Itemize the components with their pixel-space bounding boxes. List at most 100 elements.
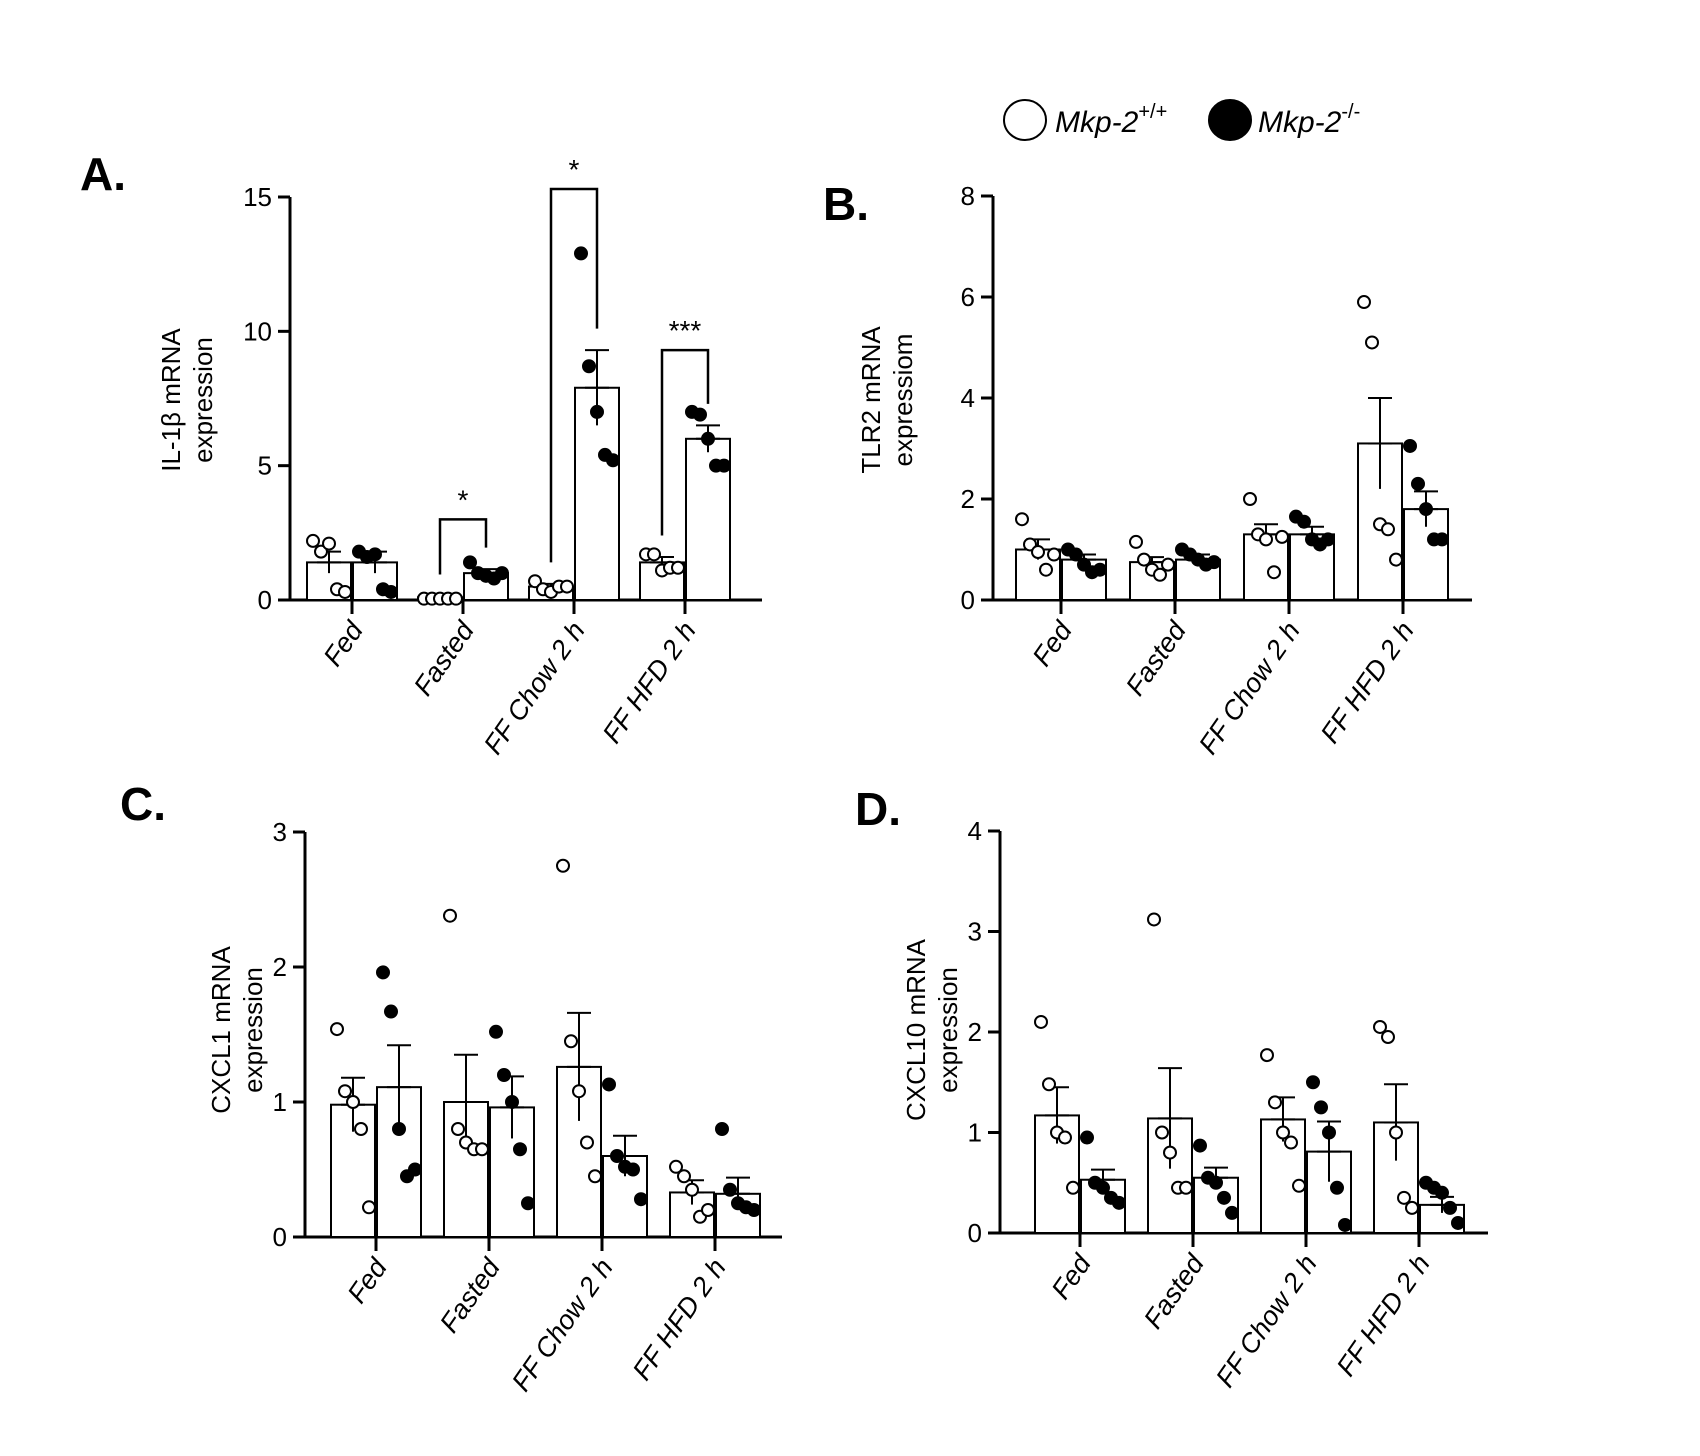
x-tick-label: FF Chow 2 h bbox=[506, 1253, 619, 1396]
panel-label: B. bbox=[823, 178, 869, 230]
data-point bbox=[1338, 1217, 1352, 1232]
data-point bbox=[346, 1095, 360, 1109]
data-point bbox=[747, 1203, 761, 1217]
data-point bbox=[384, 1004, 398, 1019]
significance-bracket bbox=[438, 518, 488, 575]
data-point bbox=[338, 584, 352, 599]
data-point bbox=[1292, 1178, 1306, 1193]
y-axis-label-line: expression bbox=[933, 967, 963, 1093]
data-point bbox=[606, 453, 620, 468]
x-tick-label: Fasted bbox=[1120, 615, 1192, 701]
data-point bbox=[634, 1192, 648, 1207]
data-point bbox=[1322, 1125, 1336, 1140]
data-point bbox=[1268, 1095, 1282, 1110]
data-point bbox=[528, 574, 542, 589]
data-point bbox=[1365, 335, 1379, 350]
x-tick-label: Fasted bbox=[1138, 1248, 1210, 1334]
data-point bbox=[449, 591, 463, 606]
x-tick-label: FF HFD 2 h bbox=[597, 616, 702, 748]
data-point bbox=[1435, 532, 1449, 547]
data-point bbox=[602, 1077, 616, 1092]
y-axis-label-line: expression bbox=[238, 967, 268, 1093]
data-point bbox=[685, 1182, 699, 1197]
legend-wt-label: Mkp-2+/+ bbox=[1055, 101, 1167, 139]
data-point bbox=[392, 1122, 406, 1136]
data-point bbox=[475, 1142, 489, 1157]
data-point bbox=[626, 1162, 640, 1177]
data-point bbox=[610, 1149, 624, 1163]
legend-ko-marker bbox=[1208, 99, 1252, 141]
data-point bbox=[1243, 492, 1257, 506]
data-point bbox=[1357, 295, 1371, 310]
y-tick-label: 2 bbox=[968, 1017, 982, 1047]
data-point bbox=[354, 1122, 368, 1136]
data-point bbox=[1389, 552, 1403, 567]
panel-label: D. bbox=[855, 783, 901, 835]
data-point bbox=[451, 1122, 465, 1136]
data-point bbox=[1297, 514, 1311, 529]
data-point bbox=[489, 1024, 503, 1039]
data-point bbox=[1306, 1075, 1320, 1090]
y-axis-label-line: CXCL1 mRNA bbox=[206, 946, 236, 1114]
data-point bbox=[338, 1084, 352, 1099]
data-point bbox=[1443, 1200, 1457, 1215]
x-tick-label: Fed bbox=[318, 615, 370, 671]
data-point bbox=[1153, 567, 1167, 582]
y-tick-label: 6 bbox=[961, 282, 975, 312]
data-point bbox=[521, 1196, 535, 1211]
data-point bbox=[717, 458, 731, 473]
y-tick-label: 0 bbox=[968, 1218, 982, 1248]
data-point bbox=[1042, 1077, 1056, 1092]
significance-bracket bbox=[660, 348, 710, 536]
y-axis-label-line: TLR2 mRNA bbox=[856, 326, 886, 474]
data-point bbox=[463, 555, 477, 570]
panel-label: A. bbox=[80, 148, 126, 200]
data-point bbox=[1179, 1180, 1193, 1195]
data-point bbox=[1112, 1195, 1126, 1210]
data-point bbox=[564, 1034, 578, 1049]
data-point bbox=[1381, 522, 1395, 537]
data-point bbox=[497, 1068, 511, 1082]
significance-label: * bbox=[569, 154, 580, 185]
y-tick-label: 15 bbox=[243, 182, 272, 212]
data-point bbox=[1217, 1190, 1231, 1205]
data-point bbox=[1260, 1048, 1274, 1063]
data-point bbox=[1275, 529, 1289, 544]
panel-b: B. TLR2 mRNAexpressiom 0 2 4 6 8 Fed Fasted FF Ch… bbox=[823, 178, 1472, 760]
data-point bbox=[1066, 1180, 1080, 1195]
x-tick-label: Fasted bbox=[434, 1252, 506, 1338]
data-point bbox=[715, 1122, 729, 1136]
data-point bbox=[1284, 1135, 1298, 1150]
data-point bbox=[701, 431, 715, 446]
data-point bbox=[1147, 912, 1161, 927]
data-point bbox=[588, 1169, 602, 1184]
y-tick-label: 5 bbox=[258, 451, 272, 481]
data-point bbox=[1093, 562, 1107, 577]
data-point bbox=[495, 566, 509, 581]
data-point bbox=[647, 547, 661, 562]
x-tick-label: Fed bbox=[1046, 1248, 1098, 1304]
x-tick-label: Fed bbox=[342, 1252, 394, 1308]
data-point bbox=[1155, 1125, 1169, 1140]
y-axis-label: CXCL1 mRNAexpression bbox=[206, 946, 268, 1114]
data-point bbox=[322, 536, 336, 551]
significance-label: *** bbox=[669, 315, 702, 346]
data-point bbox=[1389, 1125, 1403, 1140]
data-point bbox=[590, 404, 604, 419]
data-point bbox=[1039, 562, 1053, 577]
x-tick-label: Fed bbox=[1027, 615, 1079, 671]
y-tick-label: 4 bbox=[968, 816, 982, 846]
y-axis-label-line: expressiom bbox=[888, 334, 918, 467]
data-point bbox=[362, 1200, 376, 1215]
significance-bracket bbox=[549, 187, 599, 563]
data-point bbox=[368, 547, 382, 562]
data-point bbox=[314, 544, 328, 559]
data-point bbox=[1405, 1200, 1419, 1215]
data-point bbox=[1403, 438, 1417, 453]
data-point bbox=[1397, 1190, 1411, 1205]
data-point bbox=[408, 1162, 422, 1177]
data-point bbox=[1259, 532, 1273, 547]
data-point bbox=[1314, 1100, 1328, 1115]
